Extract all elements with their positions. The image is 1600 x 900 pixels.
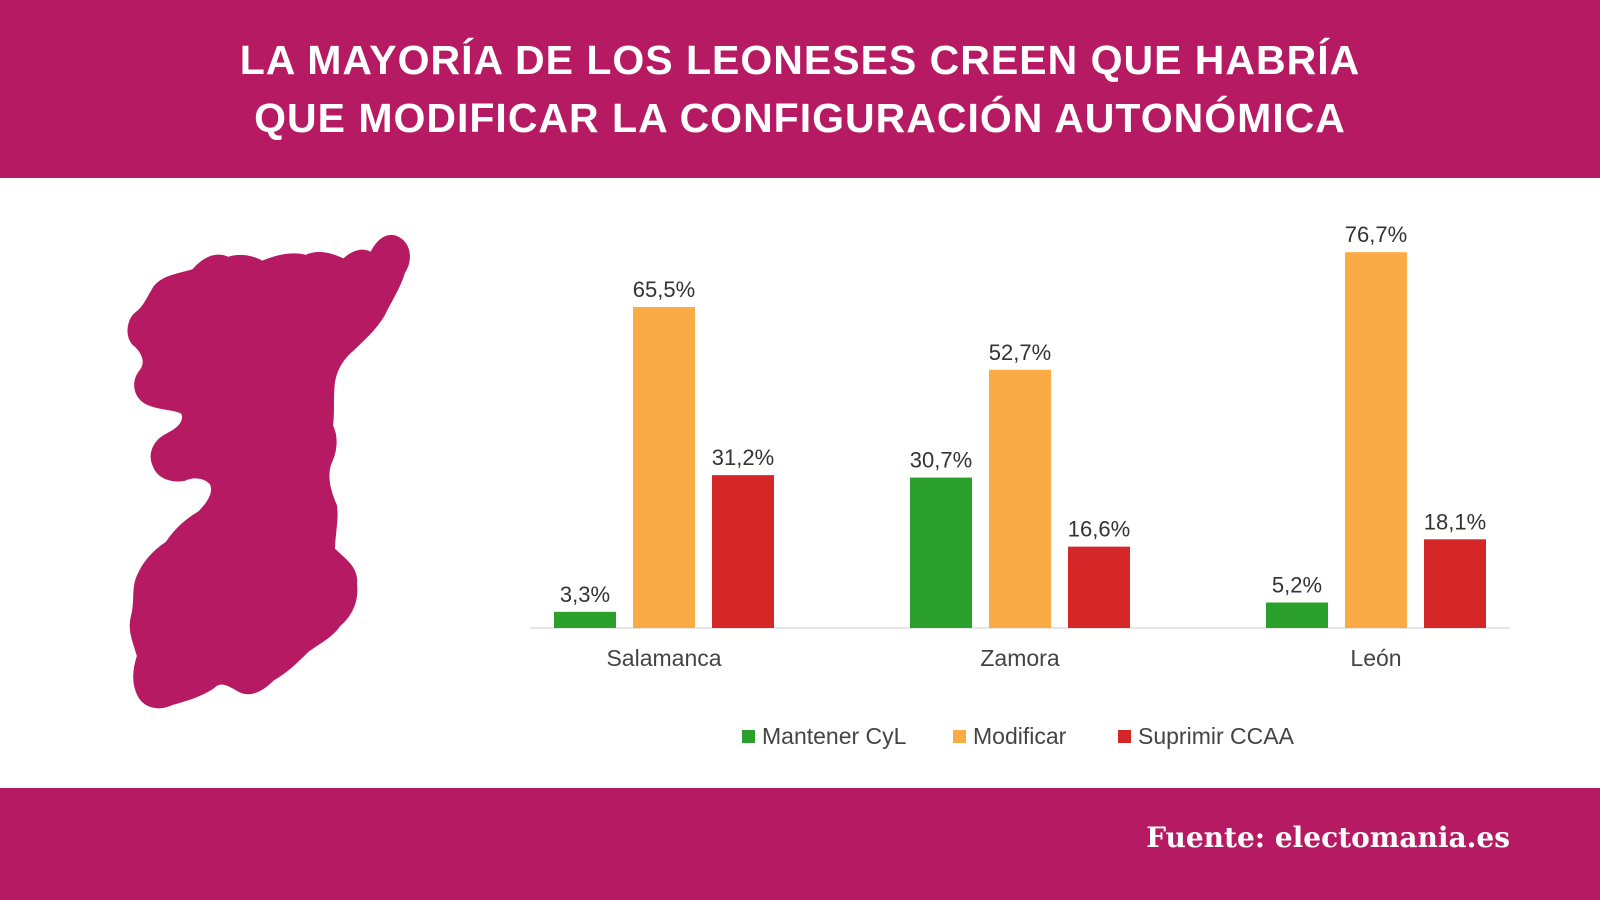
legend-swatch-modificar xyxy=(953,730,966,743)
data-label-zamora-suprimir-ccaa: 16,6% xyxy=(1068,517,1130,542)
bar-chart: 3,3% 65,5% 31,2% 30,7% 52,7% 16,6% 5,2% 76,7% 18… xyxy=(530,222,1510,749)
bar-leon-mantener-cyl xyxy=(1266,602,1328,628)
data-label-leon-modificar: 76,7% xyxy=(1345,222,1407,247)
bar-leon-modificar xyxy=(1345,252,1407,629)
region-map-shape xyxy=(127,235,410,709)
legend-label-mantener-cyl: Mantener CyL xyxy=(762,723,907,749)
data-label-salamanca-suprimir-ccaa: 31,2% xyxy=(712,445,774,470)
bar-salamanca-suprimir-ccaa xyxy=(712,475,774,628)
category-label-salamanca: Salamanca xyxy=(606,645,721,671)
data-label-leon-mantener-cyl: 5,2% xyxy=(1272,573,1322,598)
bar-zamora-modificar xyxy=(989,369,1051,628)
legend-label-suprimir-ccaa: Suprimir CCAA xyxy=(1138,723,1295,749)
data-label-zamora-mantener-cyl: 30,7% xyxy=(910,448,972,473)
data-label-salamanca-modificar: 65,5% xyxy=(633,277,695,302)
category-label-leon: León xyxy=(1350,645,1401,671)
legend-label-modificar: Modificar xyxy=(973,723,1067,749)
data-label-zamora-modificar: 52,7% xyxy=(989,340,1051,365)
title-line-1: LA MAYORÍA DE LOS LEONESES CREEN QUE HAB… xyxy=(239,37,1361,83)
data-label-salamanca-mantener-cyl: 3,3% xyxy=(560,582,610,607)
bar-zamora-mantener-cyl xyxy=(910,477,972,628)
category-labels: Salamanca Zamora León xyxy=(606,645,1401,671)
data-label-leon-suprimir-ccaa: 18,1% xyxy=(1424,509,1486,534)
legend-swatch-mantener-cyl xyxy=(742,730,755,743)
bar-salamanca-mantener-cyl xyxy=(554,611,616,628)
header-banner: LA MAYORÍA DE LOS LEONESES CREEN QUE HAB… xyxy=(0,0,1600,178)
legend: Mantener CyL Modificar Suprimir CCAA xyxy=(742,723,1295,749)
bar-salamanca-modificar xyxy=(633,307,695,628)
footer-banner: Fuente: electomania.es xyxy=(0,788,1600,900)
legend-swatch-suprimir-ccaa xyxy=(1118,730,1131,743)
bar-zamora-suprimir-ccaa xyxy=(1068,546,1130,628)
bars-group: 3,3% 65,5% 31,2% 30,7% 52,7% 16,6% 5,2% 76,7% 18… xyxy=(554,222,1486,629)
bar-leon-suprimir-ccaa xyxy=(1424,539,1486,628)
region-map-icon xyxy=(127,235,410,709)
source-text: Fuente: electomania.es xyxy=(1146,821,1510,854)
title-line-2: QUE MODIFICAR LA CONFIGURACIÓN AUTONÓMIC… xyxy=(254,95,1346,141)
category-label-zamora: Zamora xyxy=(980,645,1059,671)
